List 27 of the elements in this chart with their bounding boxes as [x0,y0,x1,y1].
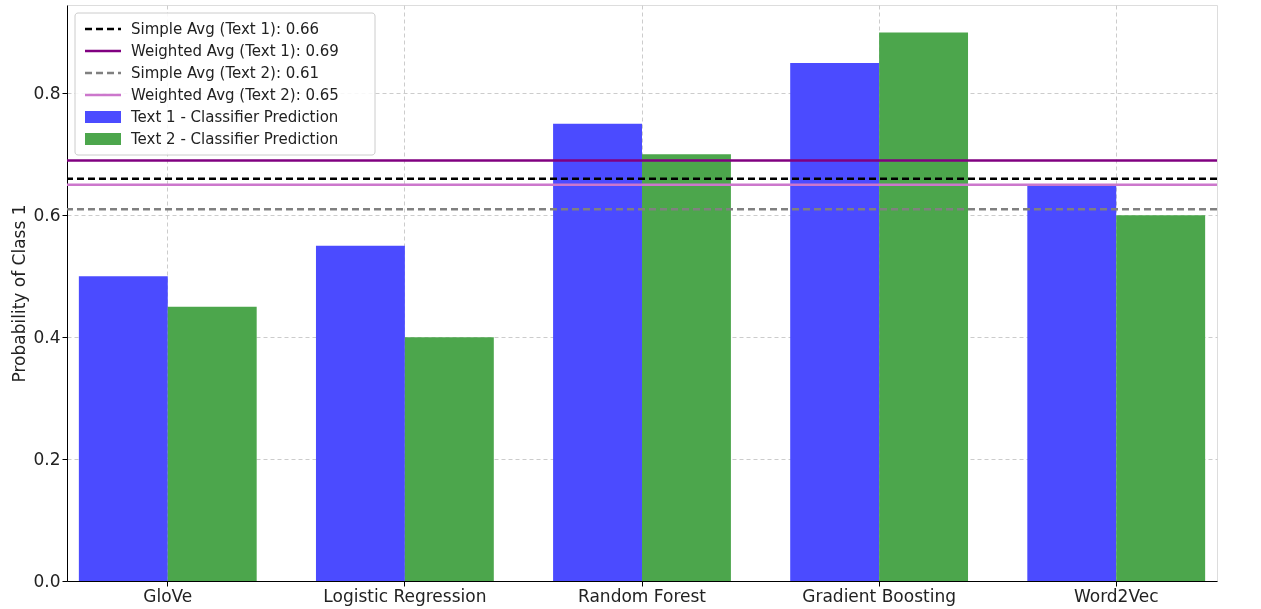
legend-label: Simple Avg (Text 2): 0.61 [131,64,320,82]
y-axis-title: Probability of Class 1 [9,204,30,383]
x-tick-label: GloVe [143,585,193,606]
bar [167,306,257,581]
bar [879,32,969,581]
bar [1116,215,1206,581]
y-tick-label: 0.4 [33,326,61,347]
bar [553,123,642,581]
legend-label: Weighted Avg (Text 2): 0.65 [131,86,339,104]
legend-label: Text 2 - Classifier Prediction [130,130,339,148]
bar [790,62,880,581]
y-tick-label: 0.0 [33,570,61,591]
bar [642,154,731,581]
x-tick-label: Random Forest [578,585,707,606]
bar [404,337,494,581]
y-tick-label: 0.6 [33,204,61,225]
legend-label: Weighted Avg (Text 1): 0.69 [131,42,339,60]
x-tick-label: Word2Vec [1073,585,1159,606]
x-tick-label: Logistic Regression [323,585,487,606]
bar [78,276,168,581]
legend-label: Text 1 - Classifier Prediction [130,108,339,126]
y-tick-label: 0.8 [33,82,61,103]
bar [315,245,405,581]
bar [1027,184,1117,581]
x-tick-label: Gradient Boosting [802,585,956,606]
y-tick-label: 0.2 [33,448,61,469]
legend-label: Simple Avg (Text 1): 0.66 [131,20,320,38]
